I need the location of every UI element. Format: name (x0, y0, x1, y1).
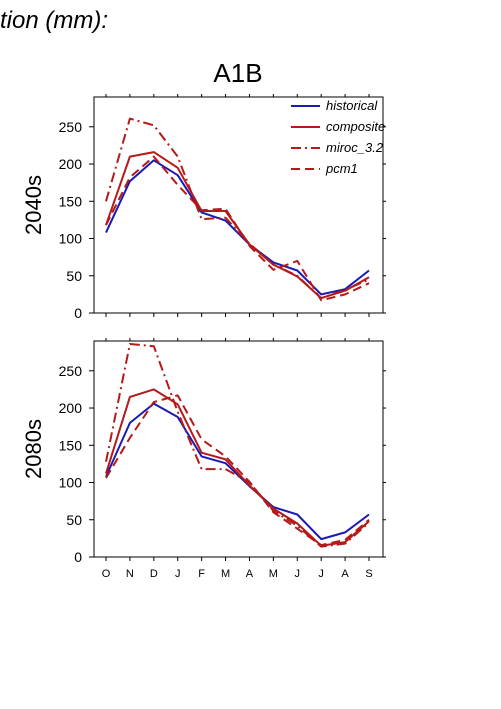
y-tick-label: 150 (59, 437, 83, 453)
series-line-pcm1 (105, 155, 370, 302)
x-tick-label: J (175, 568, 181, 580)
header-text: tion (mm): (0, 7, 108, 34)
y-tick-label: 250 (59, 119, 83, 135)
x-tick-label: O (102, 568, 111, 580)
legend-label: historical (326, 98, 378, 113)
x-tick-label: F (198, 568, 205, 580)
series-line-miroc_3.2 (105, 117, 370, 300)
legend: historical composite miroc_3.2 pcm1 (291, 98, 385, 176)
series-line-series-4 (105, 394, 370, 547)
y-tick-label: 100 (59, 475, 83, 491)
panel-1: 0 50 100 150 200 250 2040s historical composite m… (21, 94, 386, 321)
legend-label: miroc_3.2 (326, 140, 384, 155)
y-tick-label: 200 (59, 400, 83, 416)
series-line-series-1 (105, 402, 370, 541)
y-tick-label: 200 (59, 156, 83, 172)
x-tick-label: N (126, 568, 134, 580)
series-line-historical (105, 159, 370, 296)
x-tick-label: M (221, 568, 230, 580)
x-tick-label: D (150, 568, 158, 580)
series-line-series-3 (105, 343, 370, 548)
x-tick-label: A (341, 568, 349, 580)
y-tick-label: 150 (59, 193, 83, 209)
legend-label: pcm1 (325, 161, 358, 176)
y-tick-label: 0 (74, 305, 82, 321)
x-tick-label: A (246, 568, 254, 580)
panels: 0 50 100 150 200 250 2040s historical composite m… (21, 94, 386, 580)
x-tick-label: J (318, 568, 324, 580)
panel-2: 0 50 100 150 200 250 O N D J F M A M J J A S 2080s (21, 338, 386, 580)
y-tick-label: 0 (74, 549, 82, 565)
y-tick-label: 50 (66, 512, 82, 528)
x-tick-label: S (365, 568, 372, 580)
panel-label: 2080s (21, 419, 46, 479)
plot-frame (93, 96, 384, 314)
chart-title: A1B (213, 58, 262, 88)
y-tick-label: 100 (59, 231, 83, 247)
plot-frame (93, 340, 384, 558)
y-tick-label: 250 (59, 363, 83, 379)
x-tick-label: M (269, 568, 278, 580)
x-tick-label: J (295, 568, 301, 580)
legend-label: composite (326, 119, 385, 134)
y-tick-label: 50 (66, 268, 82, 284)
panel-label: 2040s (21, 175, 46, 235)
